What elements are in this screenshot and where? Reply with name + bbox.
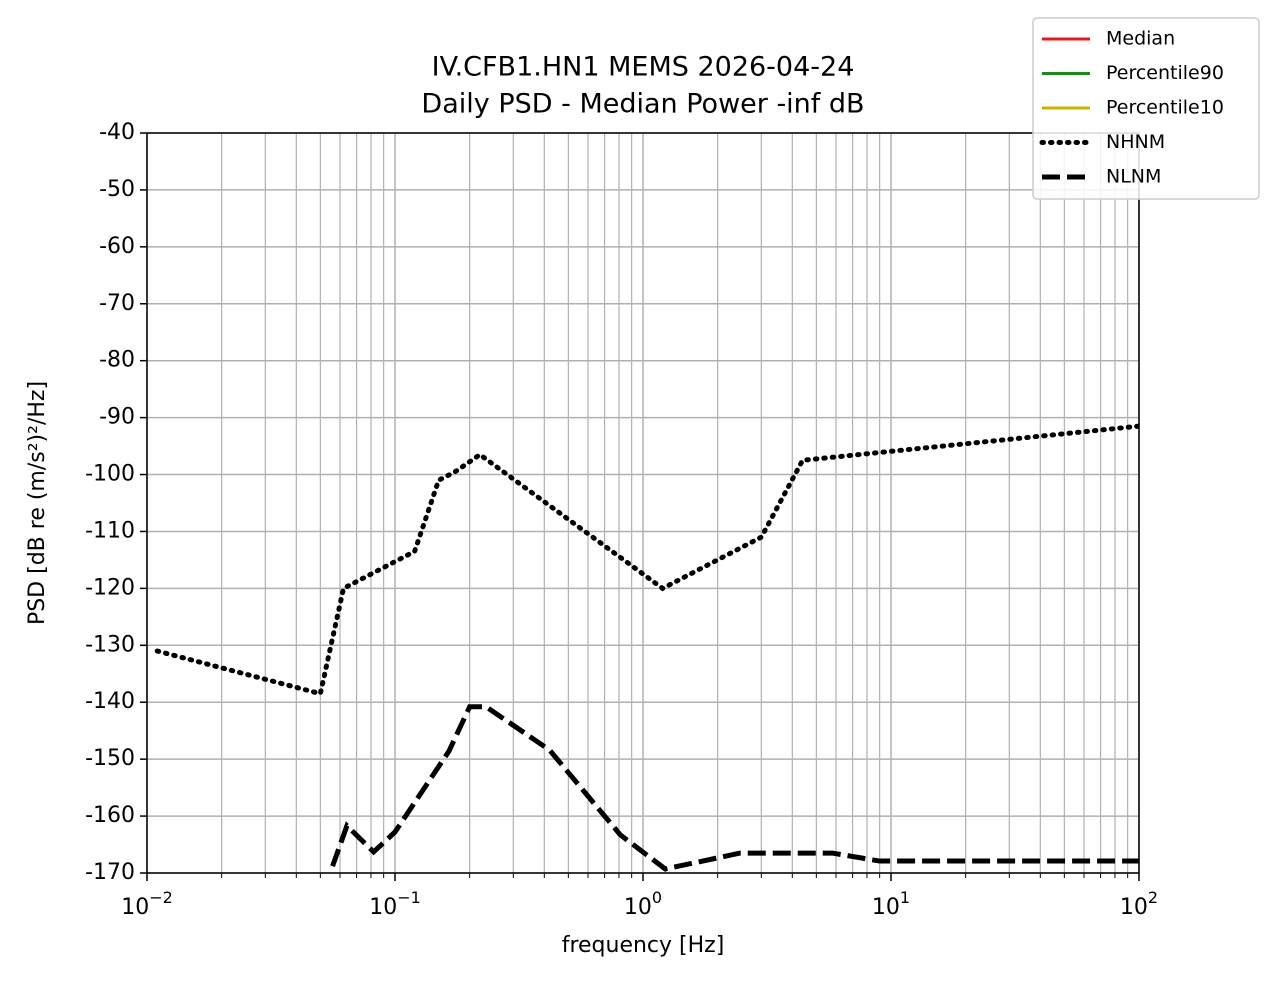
x-tick-base: 10 — [624, 895, 652, 920]
y-tick-label: -160 — [85, 803, 135, 828]
x-tick-label: 100 — [624, 888, 662, 921]
legend-label: Percentile90 — [1106, 62, 1224, 84]
x-tick-base: 10 — [872, 895, 900, 920]
y-tick-label: -70 — [99, 291, 135, 316]
legend-box — [1032, 17, 1260, 200]
x-tick-label: 10−2 — [121, 888, 173, 921]
y-tick-label: -100 — [85, 462, 135, 487]
chart-title: IV.CFB1.HN1 MEMS 2026-04-24 — [432, 52, 855, 83]
x-tick-exponent: −1 — [397, 888, 421, 907]
x-tick-base: 10 — [1120, 895, 1148, 920]
plot-frame — [146, 132, 1140, 874]
x-tick-label: 10−1 — [369, 888, 421, 921]
x-tick-exponent: 1 — [900, 888, 910, 907]
chart-subtitle: Daily PSD - Median Power -inf dB — [421, 89, 864, 120]
y-tick-label: -90 — [99, 405, 135, 430]
legend-label: NLNM — [1106, 166, 1161, 188]
y-tick-label: -80 — [99, 348, 135, 373]
legend-label: Percentile10 — [1106, 97, 1224, 119]
y-tick-label: -60 — [99, 234, 135, 259]
y-tick-label: -130 — [85, 632, 135, 657]
y-tick-label: -120 — [85, 575, 135, 600]
x-tick-exponent: −2 — [149, 888, 173, 907]
x-tick-base: 10 — [369, 895, 397, 920]
y-tick-label: -140 — [85, 689, 135, 714]
x-tick-exponent: 0 — [652, 888, 662, 907]
y-tick-label: -150 — [85, 746, 135, 771]
y-axis-label: PSD [dB re (m/s²)²/Hz] — [25, 381, 50, 625]
x-tick-label: 101 — [872, 888, 910, 921]
y-tick-label: -40 — [99, 120, 135, 145]
y-tick-label: -110 — [85, 518, 135, 543]
legend-label: Median — [1106, 28, 1175, 50]
x-tick-exponent: 2 — [1148, 888, 1158, 907]
y-tick-label: -170 — [85, 860, 135, 885]
series-line — [154, 423, 1139, 697]
x-tick-base: 10 — [121, 895, 149, 920]
legend-label: NHNM — [1106, 131, 1165, 153]
x-tick-label: 102 — [1120, 888, 1158, 921]
x-axis-label: frequency [Hz] — [562, 933, 725, 958]
series-line — [330, 704, 1139, 872]
y-tick-label: -50 — [99, 177, 135, 202]
